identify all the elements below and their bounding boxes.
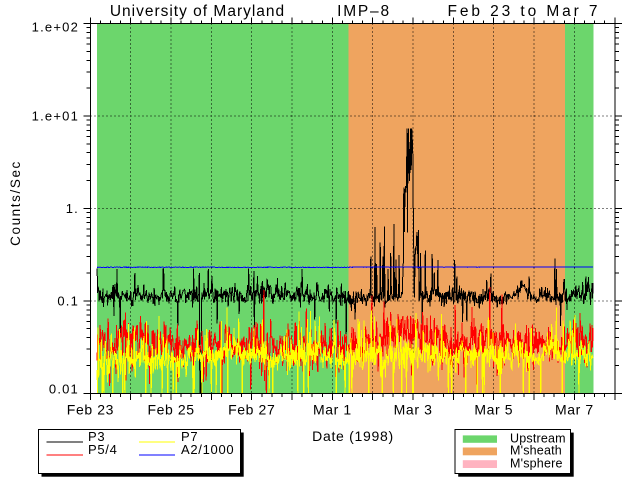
svg-text:Mar 7: Mar 7 [555,402,594,418]
svg-text:University of Maryland: University of Maryland [110,3,285,20]
svg-text:Upstream: Upstream [510,431,566,445]
svg-text:Mar 1: Mar 1 [313,402,352,418]
svg-text:Mar 3: Mar 3 [394,402,433,418]
svg-text:IMP–8: IMP–8 [337,3,391,20]
svg-text:Mar 5: Mar 5 [474,402,513,418]
svg-text:1.: 1. [66,201,79,216]
svg-text:P3: P3 [88,429,105,444]
svg-text:1.e+01: 1.e+01 [32,108,79,123]
svg-text:A2/1000: A2/1000 [181,442,234,457]
svg-text:P7: P7 [181,429,198,444]
svg-text:Counts/Sec: Counts/Sec [8,160,23,246]
svg-text:Feb 23: Feb 23 [67,402,114,418]
svg-text:Date (1998): Date (1998) [312,428,394,444]
svg-text:Feb 25: Feb 25 [147,402,194,418]
svg-text:M'sphere: M'sphere [510,456,563,470]
svg-text:P5/4: P5/4 [88,442,118,457]
svg-text:0.1: 0.1 [57,293,79,308]
svg-text:0.01: 0.01 [49,382,79,397]
svg-text:Feb 27: Feb 27 [228,402,275,418]
svg-text:1.e+02: 1.e+02 [32,20,79,35]
svg-text:Feb 23 to Mar 7: Feb 23 to Mar 7 [448,3,601,20]
svg-text:M'sheath: M'sheath [510,444,562,458]
